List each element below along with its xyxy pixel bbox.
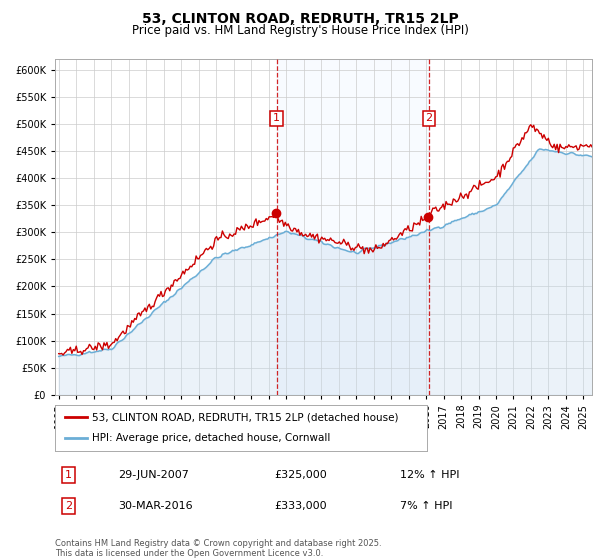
Text: 53, CLINTON ROAD, REDRUTH, TR15 2LP (detached house): 53, CLINTON ROAD, REDRUTH, TR15 2LP (det… — [92, 412, 399, 422]
Text: 30-MAR-2016: 30-MAR-2016 — [118, 501, 193, 511]
Text: 1: 1 — [273, 114, 280, 123]
Text: £325,000: £325,000 — [274, 470, 327, 480]
Text: £333,000: £333,000 — [274, 501, 327, 511]
Text: 12% ↑ HPI: 12% ↑ HPI — [400, 470, 459, 480]
Text: Price paid vs. HM Land Registry's House Price Index (HPI): Price paid vs. HM Land Registry's House … — [131, 24, 469, 37]
Text: 2: 2 — [425, 114, 433, 123]
Bar — [277, 59, 429, 395]
Text: HPI: Average price, detached house, Cornwall: HPI: Average price, detached house, Corn… — [92, 433, 331, 444]
Text: Contains HM Land Registry data © Crown copyright and database right 2025.
This d: Contains HM Land Registry data © Crown c… — [55, 539, 382, 558]
Text: 7% ↑ HPI: 7% ↑ HPI — [400, 501, 452, 511]
Text: 2: 2 — [65, 501, 72, 511]
Text: 1: 1 — [65, 470, 72, 480]
Text: 29-JUN-2007: 29-JUN-2007 — [118, 470, 189, 480]
Text: 53, CLINTON ROAD, REDRUTH, TR15 2LP: 53, CLINTON ROAD, REDRUTH, TR15 2LP — [142, 12, 458, 26]
